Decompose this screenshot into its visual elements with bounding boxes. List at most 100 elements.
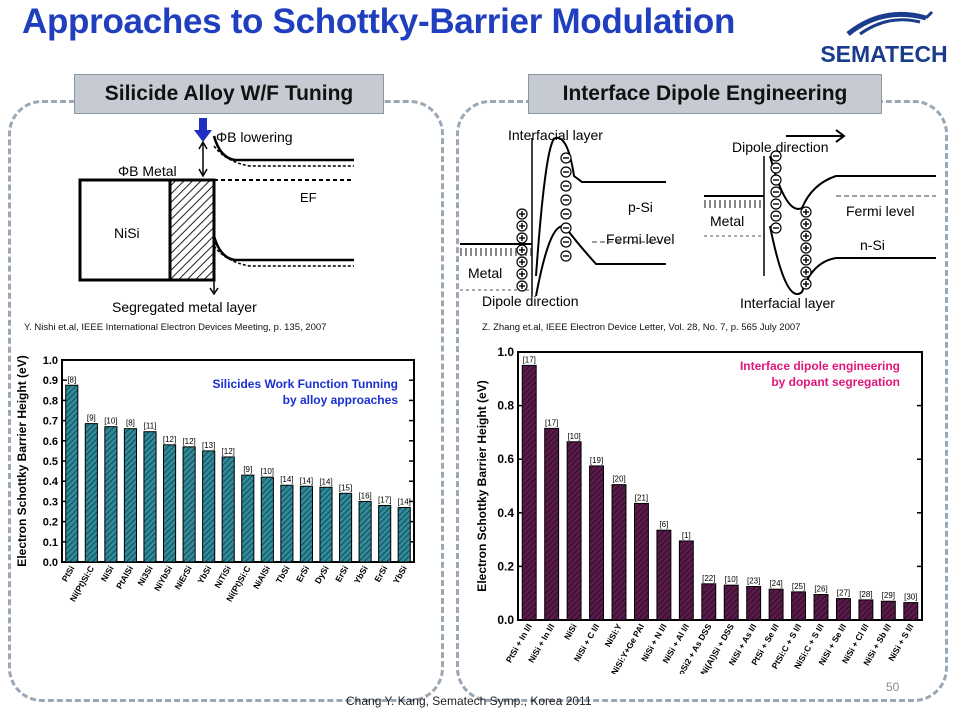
bar	[858, 599, 874, 621]
bar	[123, 428, 138, 563]
category-label: YbSi	[352, 564, 370, 585]
y-tick-label: 0.6	[43, 436, 58, 448]
bar	[397, 506, 411, 563]
category-label: NiSi	[99, 564, 116, 583]
ref-label: [11]	[144, 422, 157, 431]
bar	[241, 474, 255, 563]
y-tick-label: 0.3	[43, 496, 58, 508]
dipole-direction-a: Dipole direction	[482, 293, 579, 309]
bar	[723, 584, 739, 621]
category-label: ErSi	[333, 564, 350, 584]
bar	[162, 444, 177, 563]
sematech-logo: SEMATECH	[820, 10, 948, 67]
silicide-band-diagram: ΦB lowering ΦB Metal EF NiSi Segregated …	[78, 118, 354, 315]
fermi-level-b: Fermi level	[846, 203, 914, 219]
y-axis-label: Electron Schottky Barrier Height (eV)	[15, 355, 29, 566]
ref-label: [13]	[202, 441, 215, 450]
chart-annotation: Silicides Work Function Tunning	[212, 377, 398, 391]
chart-annotation: by dopant segregation	[771, 375, 900, 389]
category-label: ErSi	[372, 564, 389, 584]
ref-label: [14]	[300, 476, 313, 485]
bar	[260, 476, 274, 563]
category-label: TbSi	[274, 564, 292, 585]
bar	[768, 588, 784, 621]
y-axis-label: Electron Schottky Barrier Height (eV)	[475, 380, 489, 591]
page-number: 50	[886, 680, 900, 694]
interfacial-layer-b: Interfacial layer	[740, 295, 835, 311]
n-si-diagram	[704, 129, 936, 295]
ref-label: [24]	[769, 579, 782, 588]
bar	[378, 504, 392, 563]
y-tick-label: 0.8	[497, 399, 514, 413]
ref-label: [22]	[702, 574, 715, 583]
y-tick-label: 0.1	[43, 537, 58, 549]
down-arrow-icon	[194, 118, 212, 142]
bar	[202, 450, 216, 563]
silicide-sbh-chart: 0.0 0.1 0.2 0.3 0.4 0.5 0.6 0.7 0.8 0.9 1.0 Electro…	[15, 355, 415, 603]
segregated-layer	[168, 178, 216, 282]
ref-label: [29]	[882, 591, 895, 600]
metal-b: Metal	[710, 213, 744, 229]
category-label: PtSi	[60, 564, 77, 583]
ref-label: [10]	[567, 432, 580, 441]
ref-label: [27]	[837, 589, 850, 598]
bar	[104, 426, 118, 563]
n-si-label: n-Si	[860, 237, 885, 253]
y-tick-label: 0.4	[497, 506, 514, 520]
bar	[221, 456, 235, 563]
bar	[280, 484, 294, 563]
category-label: YbSi	[195, 564, 213, 585]
category-label: ErSi	[294, 564, 311, 584]
left-citation: Y. Nishi et.al, IEEE International Elect…	[24, 322, 327, 333]
ref-label: [23]	[747, 577, 760, 586]
category-label: NiSi	[562, 622, 579, 641]
dipole-band-diagram: Interfacial layer p-Si Fermi level Metal…	[460, 127, 936, 311]
ref-label: [20]	[612, 475, 625, 484]
chart-annotation: Interface dipole engineering	[740, 359, 900, 373]
bar	[521, 364, 537, 621]
ref-label: [17]	[523, 355, 536, 364]
category-label: PtAlSi	[114, 564, 135, 591]
bar	[589, 465, 605, 621]
bar	[813, 594, 829, 621]
y-tick-label: 0.9	[43, 375, 58, 387]
bar	[656, 529, 672, 621]
logo-text: SEMATECH	[820, 41, 947, 67]
category-label: NiTiSi	[212, 564, 233, 590]
p-si-label: p-Si	[628, 199, 653, 215]
ref-label: [10]	[104, 417, 117, 426]
ref-label: [12]	[182, 437, 195, 446]
y-tick-label: 0.6	[497, 452, 514, 466]
ref-label: [12]	[163, 435, 176, 444]
bar	[65, 384, 79, 563]
y-tick-label: 0.5	[43, 456, 58, 468]
ref-label: [10]	[261, 467, 274, 476]
metal-a: Metal	[468, 265, 502, 281]
nisi-label: NiSi	[114, 225, 140, 241]
left-panel-header: Silicide Alloy W/F Tuning	[74, 74, 384, 114]
bar	[544, 427, 560, 621]
ref-label: [1]	[682, 531, 691, 540]
ref-label: [25]	[792, 582, 805, 591]
ref-label: [6]	[659, 520, 668, 529]
bar	[880, 600, 896, 621]
segregated-label: Segregated metal layer	[112, 299, 257, 315]
bar	[633, 502, 649, 621]
bar	[566, 441, 582, 621]
ref-label: [9]	[87, 414, 96, 423]
ref-label: [14]	[280, 475, 293, 484]
ref-label: [14]	[319, 477, 332, 486]
dipole-direction-b: Dipole direction	[732, 139, 829, 155]
y-tick-label: 0.0	[497, 613, 514, 627]
ref-label: [8]	[126, 419, 135, 428]
footer-citation: Chang Y. Kang, Sematech Symp., Korea 201…	[346, 694, 592, 708]
y-tick-label: 0.7	[43, 416, 58, 428]
y-tick-label: 0.4	[43, 476, 59, 488]
ref-label: [15]	[339, 483, 352, 492]
ref-label: [10]	[725, 575, 738, 584]
interfacial-layer-a: Interfacial layer	[508, 127, 603, 143]
ref-label: [19]	[590, 456, 603, 465]
chart-annotation: by alloy approaches	[283, 393, 399, 407]
bar	[835, 598, 851, 621]
bar	[319, 486, 333, 563]
